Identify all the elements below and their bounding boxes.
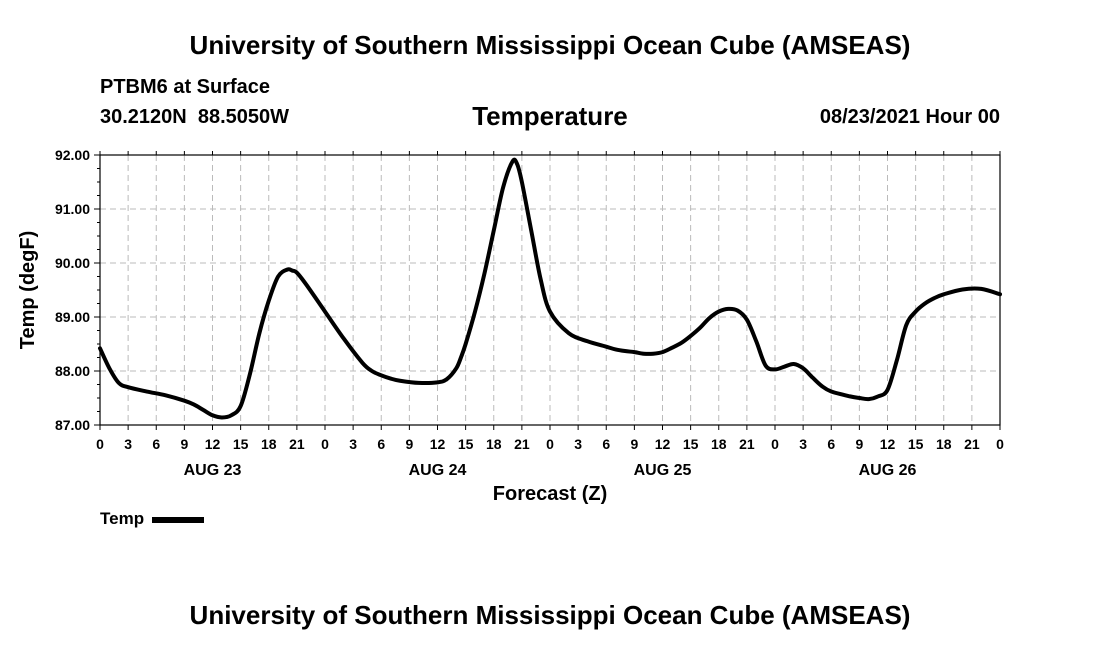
y-tick-label: 88.00	[55, 363, 90, 379]
y-axis-label: Temp (degF)	[17, 231, 39, 350]
day-label: AUG 26	[859, 462, 917, 479]
x-tick-label: 15	[458, 436, 474, 452]
y-tick-label: 87.00	[55, 417, 90, 433]
x-tick-label: 6	[152, 436, 160, 452]
day-label: AUG 24	[409, 462, 467, 479]
x-axis: 0 3 6 9 12 15 18 21 0 3 6 9 12 15 18 21 0 3 6 9 12 15 18 21 0 3 6 9…	[96, 151, 1004, 452]
longitude: 88.5050W	[197, 106, 290, 128]
x-tick-label: 9	[630, 436, 638, 452]
x-tick-label: 9	[180, 436, 188, 452]
x-tick-label: 18	[261, 436, 277, 452]
x-tick-label: 3	[349, 436, 357, 452]
x-tick-label: 9	[855, 436, 863, 452]
x-tick-label: 0	[96, 436, 104, 452]
x-tick-label: 15	[233, 436, 249, 452]
y-axis: 87.00 88.00 89.00 90.00 91.00 92.00	[55, 147, 100, 433]
station-coordinates: 30.2120N 88.5050W	[100, 106, 289, 129]
x-tick-label: 18	[486, 436, 502, 452]
legend: Temp	[100, 509, 205, 529]
x-tick-label: 18	[711, 436, 727, 452]
x-tick-label: 12	[880, 436, 896, 452]
x-tick-label: 12	[655, 436, 671, 452]
x-tick-label: 12	[205, 436, 221, 452]
legend-label: Temp	[100, 509, 145, 528]
grid-lines	[100, 154, 1000, 426]
y-tick-label: 89.00	[55, 309, 90, 325]
temp-series-line	[98, 157, 1002, 420]
x-tick-label: 9	[405, 436, 413, 452]
x-tick-label: 0	[546, 436, 554, 452]
x-tick-label: 6	[827, 436, 835, 452]
station-label: PTBM6 at Surface	[100, 76, 271, 98]
x-tick-label: 0	[321, 436, 329, 452]
x-tick-label: 21	[289, 436, 305, 452]
chart-header-title: University of Southern Mississippi Ocean…	[189, 30, 911, 60]
x-tick-label: 3	[574, 436, 582, 452]
latitude: 30.2120N	[100, 106, 187, 128]
chart-footer-title: University of Southern Mississippi Ocean…	[189, 600, 911, 630]
y-tick-label: 92.00	[55, 147, 90, 163]
x-tick-label: 15	[683, 436, 699, 452]
x-tick-label: 12	[430, 436, 446, 452]
day-labels: AUG 23 AUG 24 AUG 25 AUG 26	[184, 462, 917, 479]
x-tick-label: 18	[936, 436, 952, 452]
legend-line-swatch	[152, 516, 205, 523]
day-label: AUG 25	[634, 462, 692, 479]
chart-title: Temperature	[472, 101, 628, 131]
x-tick-label: 3	[799, 436, 807, 452]
x-tick-label: 6	[377, 436, 385, 452]
x-tick-label: 0	[996, 436, 1004, 452]
y-tick-label: 91.00	[55, 201, 90, 217]
y-tick-label: 90.00	[55, 255, 90, 271]
day-label: AUG 23	[184, 462, 242, 479]
x-tick-label: 21	[514, 436, 530, 452]
x-tick-label: 21	[964, 436, 980, 452]
forecast-datetime: 08/23/2021 Hour 00	[819, 106, 1000, 128]
x-tick-label: 21	[739, 436, 755, 452]
x-tick-label: 15	[908, 436, 924, 452]
x-tick-label: 3	[124, 436, 132, 452]
x-tick-label: 6	[602, 436, 610, 452]
x-axis-label: Forecast (Z)	[493, 483, 607, 505]
x-tick-label: 0	[771, 436, 779, 452]
